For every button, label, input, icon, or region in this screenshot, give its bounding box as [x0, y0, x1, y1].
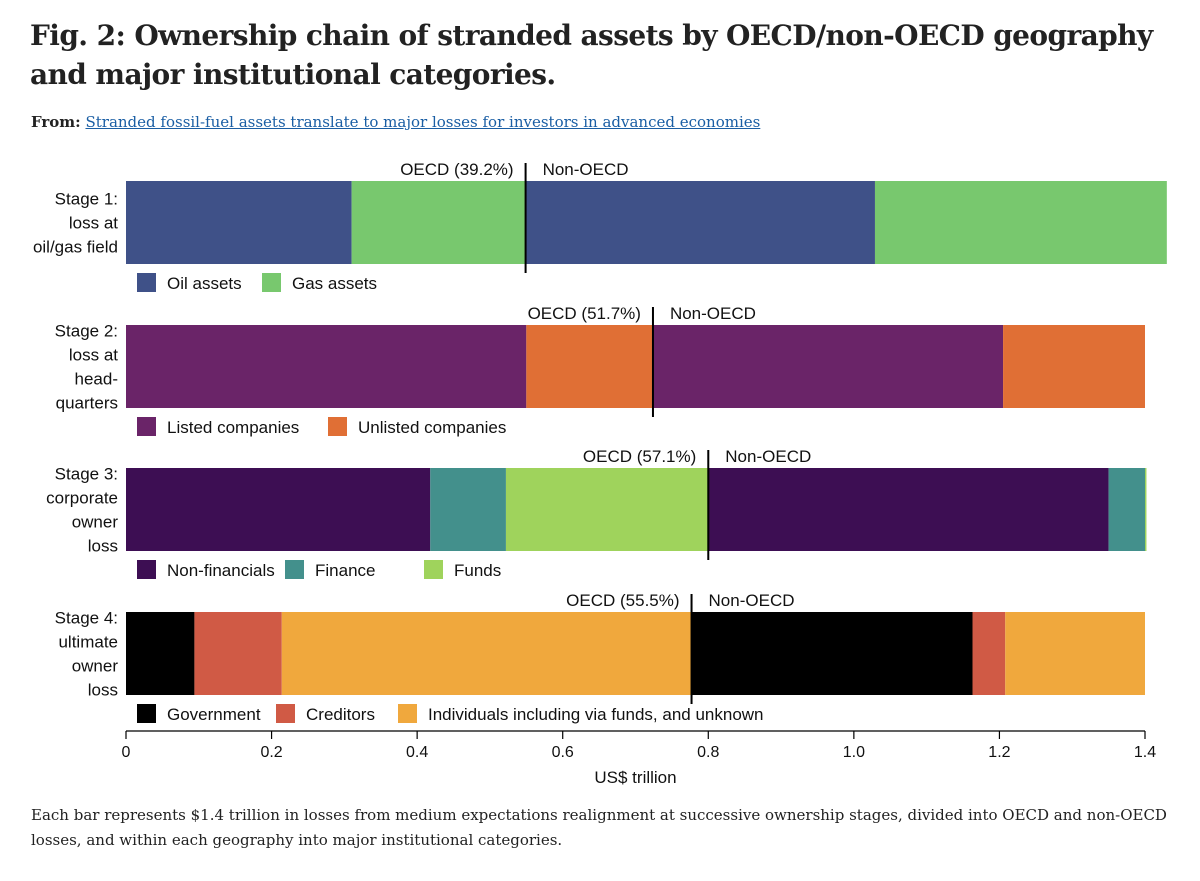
- non-oecd-label: Non-OECD: [725, 447, 811, 466]
- legend-label: Listed companies: [167, 418, 299, 437]
- bar-segment: [525, 181, 875, 264]
- x-tick-label: 0.4: [406, 744, 428, 761]
- oecd-share-label: OECD (51.7%): [528, 304, 641, 323]
- x-axis-title: US$ trillion: [594, 768, 676, 787]
- stage-label: Stage 1:: [55, 190, 118, 209]
- legend-swatch: [137, 560, 156, 579]
- stage-label: head-: [75, 370, 118, 389]
- bar-segment: [126, 325, 527, 408]
- bar-segment: [652, 325, 1004, 408]
- bar-segment: [1003, 325, 1145, 408]
- bar-segment: [708, 468, 1109, 551]
- stage-label: owner: [72, 513, 119, 532]
- x-tick-label: 0.6: [552, 744, 574, 761]
- stage-label: loss at: [69, 214, 118, 233]
- bar-segment: [126, 181, 352, 264]
- bar-segment: [430, 468, 506, 551]
- figure-title: Fig. 2: Ownership chain of stranded asse…: [30, 19, 1153, 91]
- stacked-bar-chart: Stage 1: loss at oil/gas field OECD (39.2%)…: [33, 160, 1167, 787]
- x-tick-label: 1.2: [988, 744, 1010, 761]
- figure-caption: Each bar represents $1.4 trillion in los…: [31, 806, 1167, 849]
- bar-segment: [1108, 468, 1145, 551]
- x-tick-label: 0.8: [697, 744, 719, 761]
- legend-swatch: [424, 560, 443, 579]
- stage-label: Stage 2:: [55, 322, 118, 341]
- legend-label: Funds: [454, 561, 501, 580]
- oecd-share-label: OECD (55.5%): [566, 591, 679, 610]
- bar-segment: [1005, 612, 1145, 695]
- bar-segment: [972, 612, 1006, 695]
- oecd-share-label: OECD (57.1%): [583, 447, 696, 466]
- stage-label: loss at: [69, 346, 118, 365]
- bar-segment: [281, 612, 692, 695]
- legend-label: Creditors: [306, 705, 375, 724]
- legend-swatch: [137, 704, 156, 723]
- bar-segment: [351, 181, 526, 264]
- legend-label: Finance: [315, 561, 375, 580]
- stage-label: owner: [72, 657, 119, 676]
- legend-label: Gas assets: [292, 274, 377, 293]
- x-tick-label: 1.0: [843, 744, 865, 761]
- non-oecd-label: Non-OECD: [543, 160, 629, 179]
- stage-label: loss: [88, 681, 118, 700]
- legend-swatch: [276, 704, 295, 723]
- bar-segment: [505, 468, 709, 551]
- legend-label: Government: [167, 705, 261, 724]
- legend-swatch: [137, 417, 156, 436]
- stage-label: loss: [88, 537, 118, 556]
- x-tick-label: 0.2: [260, 744, 282, 761]
- non-oecd-label: Non-OECD: [670, 304, 756, 323]
- bar-segment: [874, 181, 1167, 264]
- bar-segment: [1145, 468, 1147, 551]
- oecd-share-label: OECD (39.2%): [400, 160, 513, 179]
- bar-segment: [126, 468, 431, 551]
- non-oecd-label: Non-OECD: [709, 591, 795, 610]
- stage-label: oil/gas field: [33, 238, 118, 257]
- x-tick-label: 0: [122, 744, 131, 761]
- legend-swatch: [285, 560, 304, 579]
- from-label: From:: [31, 113, 81, 131]
- source-article-link[interactable]: Stranded fossil-fuel assets translate to…: [85, 113, 761, 131]
- source-line: From: Stranded fossil-fuel assets transl…: [31, 113, 760, 131]
- bar-segment: [194, 612, 282, 695]
- stage-label: ultimate: [58, 633, 118, 652]
- legend-swatch: [262, 273, 281, 292]
- bar-segment: [691, 612, 973, 695]
- stage-label: Stage 4:: [55, 609, 118, 628]
- x-tick-label: 1.4: [1134, 744, 1156, 761]
- bar-segment: [126, 612, 195, 695]
- legend-swatch: [137, 273, 156, 292]
- bar-segment: [526, 325, 653, 408]
- stage-label: quarters: [56, 394, 118, 413]
- legend-label: Non-financials: [167, 561, 275, 580]
- legend-swatch: [398, 704, 417, 723]
- legend-label: Oil assets: [167, 274, 242, 293]
- stage-label: corporate: [46, 489, 118, 508]
- legend-swatch: [328, 417, 347, 436]
- legend-label: Unlisted companies: [358, 418, 506, 437]
- legend-label: Individuals including via funds, and unk…: [428, 705, 764, 724]
- stage-label: Stage 3:: [55, 465, 118, 484]
